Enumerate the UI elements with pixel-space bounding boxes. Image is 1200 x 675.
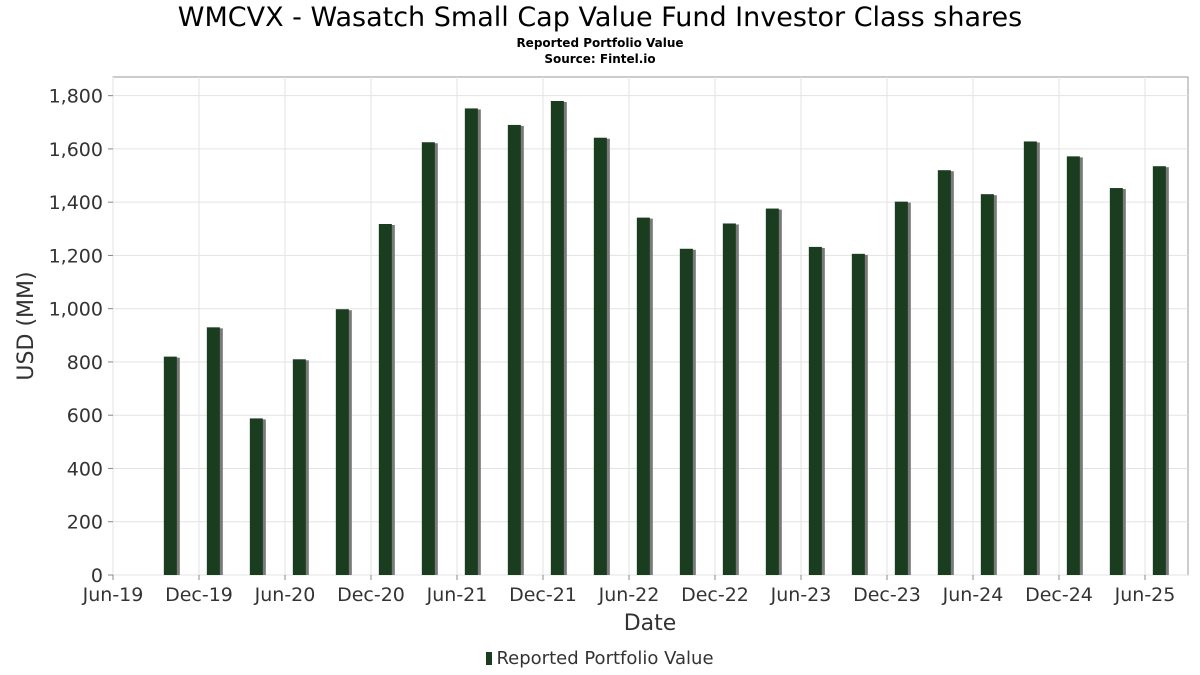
x-tick-label: Jun-23 <box>770 584 832 606</box>
legend-swatch <box>486 652 493 665</box>
bar <box>1023 141 1037 575</box>
y-tick-label: 200 <box>67 512 103 534</box>
y-axis: 0 200 400 600 800 1,000 1,200 1,400 1,600 1,800 <box>49 86 113 587</box>
y-tick-label: 0 <box>91 565 103 587</box>
x-tick-label: Jun-22 <box>598 584 660 606</box>
x-tick-label: Dec-19 <box>165 584 233 606</box>
bar <box>851 253 865 575</box>
chart-source: Source: Fintel.io <box>544 52 656 66</box>
y-tick-label: 1,200 <box>49 245 103 267</box>
x-tick-label: Dec-21 <box>509 584 577 606</box>
bars <box>163 100 1169 576</box>
x-tick-label: Dec-24 <box>1025 584 1093 606</box>
bar <box>937 170 951 575</box>
legend-label: Reported Portfolio Value <box>496 648 714 669</box>
x-axis-label: Date <box>624 611 677 636</box>
bar <box>421 142 435 576</box>
chart-title: WMCVX - Wasatch Small Cap Value Fund Inv… <box>177 2 1023 33</box>
x-tick-label: Jun-19 <box>82 584 144 606</box>
bar <box>765 208 779 575</box>
x-tick-label: Dec-22 <box>681 584 749 606</box>
y-tick-label: 1,000 <box>49 299 103 321</box>
y-axis-label: USD (MM) <box>14 271 39 380</box>
bar <box>980 194 994 576</box>
bar <box>894 201 908 575</box>
bar <box>722 223 736 575</box>
y-tick-label: 1,600 <box>49 139 103 161</box>
bar <box>679 248 693 575</box>
bar <box>1109 188 1123 575</box>
bar <box>378 224 392 575</box>
x-tick-label: Dec-23 <box>853 584 921 606</box>
bar <box>1152 166 1166 575</box>
legend: Reported Portfolio Value <box>0 648 1200 670</box>
y-tick-label: 400 <box>67 458 103 480</box>
bar <box>507 124 521 576</box>
x-tick-label: Jun-25 <box>1114 584 1176 606</box>
bar <box>163 356 177 575</box>
y-tick-label: 600 <box>67 405 103 427</box>
bar <box>636 217 650 576</box>
y-tick-label: 1,400 <box>49 192 103 214</box>
bar <box>808 246 822 575</box>
bar <box>550 100 564 576</box>
x-tick-label: Jun-20 <box>254 584 316 606</box>
bar <box>292 359 306 575</box>
x-tick-label: Jun-24 <box>942 584 1004 606</box>
bar <box>593 137 607 575</box>
bar <box>249 418 263 575</box>
y-tick-label: 1,800 <box>49 86 103 108</box>
x-tick-label: Jun-21 <box>426 584 488 606</box>
bar <box>1066 156 1080 576</box>
x-tick-label: Dec-20 <box>337 584 405 606</box>
bar <box>335 309 349 575</box>
x-axis: Jun-19 Dec-19 Jun-20 Dec-20 Jun-21 Dec-21 Jun-… <box>82 575 1176 606</box>
chart-subtitle: Reported Portfolio Value <box>516 36 684 50</box>
bar <box>206 327 220 575</box>
y-tick-label: 800 <box>67 352 103 374</box>
bar <box>464 108 478 576</box>
